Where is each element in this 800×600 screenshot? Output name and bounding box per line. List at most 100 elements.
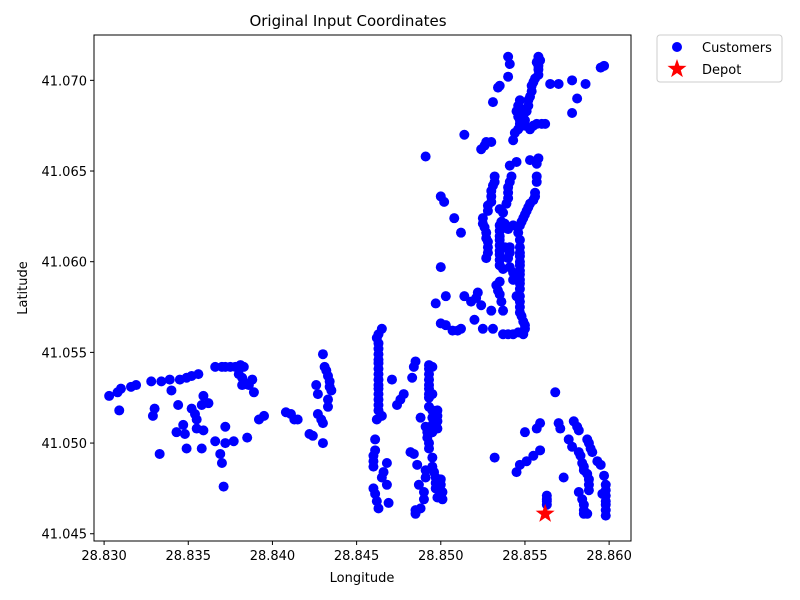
customer-point bbox=[247, 374, 258, 385]
customer-point bbox=[496, 296, 507, 307]
y-tick-label: 41.070 bbox=[42, 74, 88, 89]
customer-point bbox=[398, 389, 409, 400]
x-tick-label: 28.850 bbox=[418, 549, 464, 564]
customer-point bbox=[472, 287, 483, 298]
customer-point bbox=[317, 418, 328, 429]
customer-point bbox=[487, 323, 498, 334]
customer-point bbox=[156, 376, 167, 387]
customer-point bbox=[535, 445, 546, 456]
customer-point bbox=[600, 510, 611, 521]
customer-point bbox=[322, 401, 333, 412]
customer-point bbox=[435, 474, 446, 485]
customer-point bbox=[476, 300, 487, 311]
customer-point bbox=[583, 485, 594, 496]
customer-point bbox=[535, 418, 546, 429]
customer-point bbox=[104, 390, 115, 401]
depot-point bbox=[535, 503, 555, 522]
customer-point bbox=[415, 503, 426, 514]
customer-point bbox=[418, 494, 429, 505]
customer-point bbox=[545, 78, 556, 89]
customer-point bbox=[572, 93, 583, 104]
customer-point bbox=[378, 467, 389, 478]
x-tick-label: 28.845 bbox=[334, 549, 380, 564]
legend-depot-label: Depot bbox=[702, 63, 741, 78]
customer-point bbox=[173, 399, 184, 410]
customer-point bbox=[489, 452, 500, 463]
x-tick-label: 28.855 bbox=[502, 549, 548, 564]
customer-point bbox=[489, 171, 500, 182]
customer-point bbox=[154, 448, 165, 459]
customer-point bbox=[164, 374, 175, 385]
customer-point bbox=[171, 427, 182, 438]
customer-point bbox=[259, 410, 270, 421]
customer-point bbox=[487, 97, 498, 108]
customer-point bbox=[242, 432, 253, 443]
customer-point bbox=[114, 405, 125, 416]
x-tick-label: 28.830 bbox=[81, 549, 127, 564]
x-axis-title: Longitude bbox=[330, 571, 395, 586]
customer-point bbox=[503, 71, 514, 82]
y-tick-label: 41.065 bbox=[42, 165, 88, 180]
customer-point bbox=[477, 323, 488, 334]
customer-point bbox=[423, 443, 434, 454]
customer-point bbox=[238, 361, 249, 372]
customer-point bbox=[511, 291, 522, 302]
customer-point bbox=[218, 481, 229, 492]
customer-point bbox=[521, 456, 532, 467]
customer-point bbox=[420, 472, 431, 483]
depot-points bbox=[535, 503, 555, 522]
customer-point bbox=[514, 242, 525, 253]
customer-point bbox=[418, 487, 429, 498]
customer-point bbox=[435, 191, 446, 202]
customer-point bbox=[469, 314, 480, 325]
customer-point bbox=[437, 494, 448, 505]
customer-point bbox=[407, 372, 418, 383]
customer-point bbox=[248, 387, 259, 398]
customer-point bbox=[511, 156, 522, 167]
customer-point bbox=[555, 423, 566, 434]
customer-point bbox=[540, 118, 551, 129]
customer-point bbox=[514, 95, 525, 106]
customer-point bbox=[599, 60, 610, 71]
customer-point bbox=[220, 438, 231, 449]
customer-point bbox=[553, 78, 564, 89]
customer-point bbox=[531, 176, 542, 187]
customer-point bbox=[412, 459, 423, 470]
customer-point bbox=[541, 494, 552, 505]
customer-point bbox=[506, 171, 517, 182]
y-tick-label: 41.060 bbox=[42, 256, 88, 271]
customer-point bbox=[499, 242, 510, 253]
customer-point bbox=[440, 320, 451, 331]
customer-point bbox=[455, 323, 466, 334]
customer-point bbox=[599, 470, 610, 481]
legend-customers-marker bbox=[672, 42, 682, 52]
customer-point bbox=[317, 438, 328, 449]
y-tick-label: 41.050 bbox=[42, 437, 88, 452]
customer-point bbox=[430, 298, 441, 309]
customer-point bbox=[376, 410, 387, 421]
customer-point bbox=[504, 59, 515, 70]
customer-point bbox=[216, 458, 227, 469]
x-tick-label: 28.835 bbox=[166, 549, 212, 564]
plot-frame bbox=[93, 34, 632, 542]
customer-point bbox=[181, 443, 192, 454]
customer-point bbox=[530, 187, 541, 198]
customer-point bbox=[228, 436, 239, 447]
customer-point bbox=[198, 425, 209, 436]
customer-point bbox=[317, 349, 328, 360]
customer-point bbox=[486, 305, 497, 316]
customer-point bbox=[115, 383, 126, 394]
customer-point bbox=[210, 436, 221, 447]
customer-point bbox=[307, 430, 318, 441]
customer-point bbox=[432, 423, 443, 434]
customer-point bbox=[459, 291, 470, 302]
customer-point bbox=[178, 419, 189, 430]
legend-box bbox=[656, 34, 783, 83]
customer-point bbox=[477, 213, 488, 224]
customer-point bbox=[322, 394, 333, 405]
customer-point bbox=[381, 479, 392, 490]
customer-point bbox=[508, 274, 519, 285]
customer-point bbox=[528, 450, 539, 461]
customer-point bbox=[550, 387, 561, 398]
customer-point bbox=[597, 488, 608, 499]
